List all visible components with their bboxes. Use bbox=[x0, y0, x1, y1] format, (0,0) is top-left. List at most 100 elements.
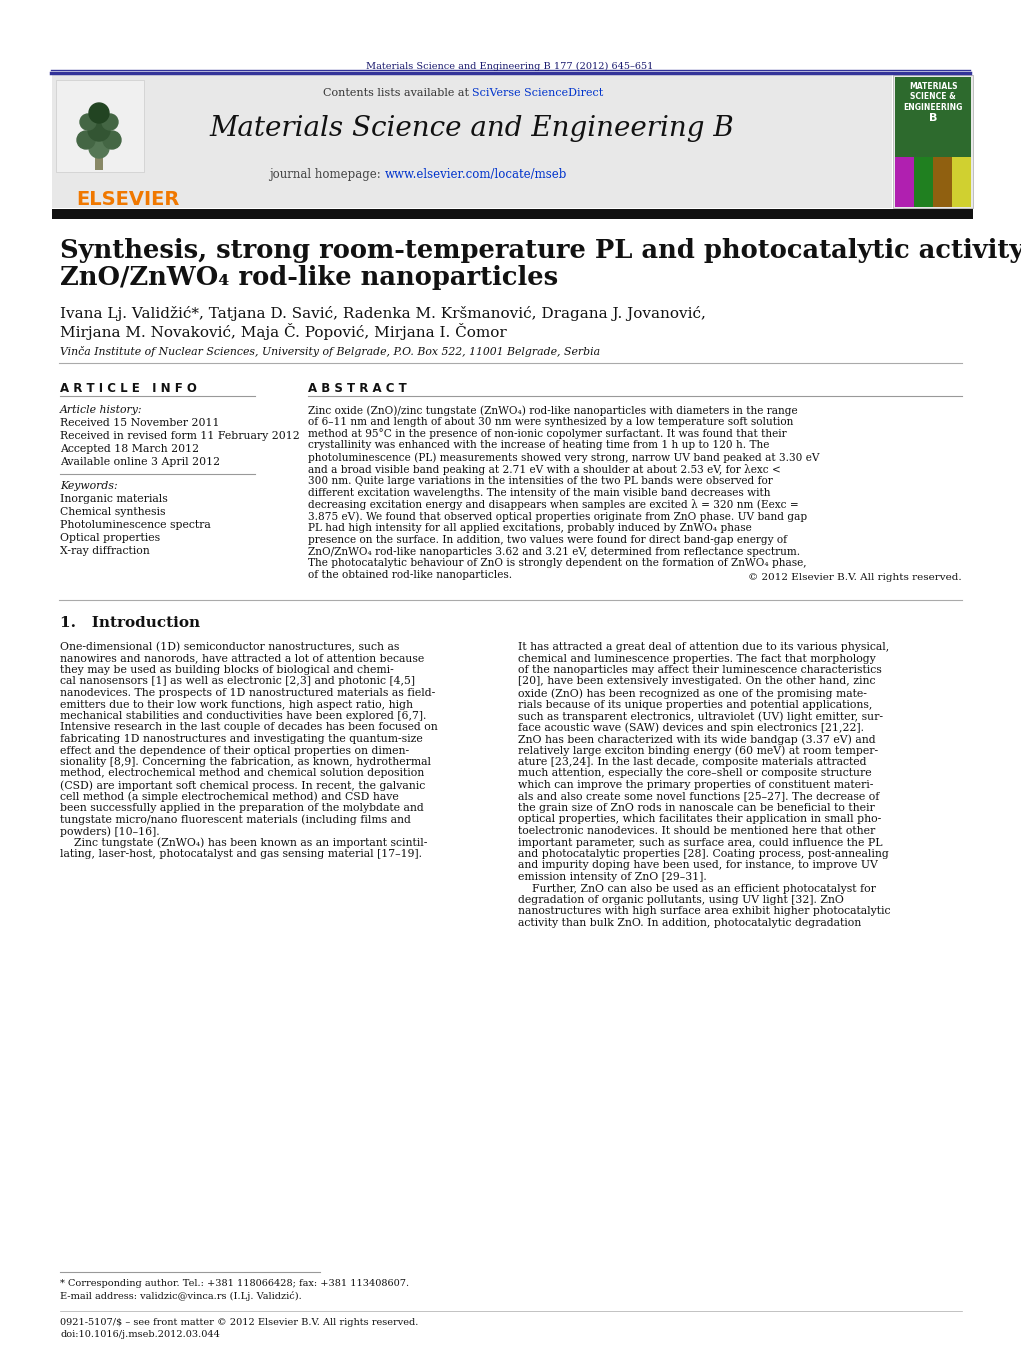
Text: presence on the surface. In addition, two values were found for direct band-gap : presence on the surface. In addition, tw… bbox=[308, 535, 787, 544]
Text: cell method (a simple electrochemical method) and CSD have: cell method (a simple electrochemical me… bbox=[60, 792, 399, 802]
Text: powders) [10–16].: powders) [10–16]. bbox=[60, 825, 159, 836]
Circle shape bbox=[89, 103, 109, 123]
Bar bbox=[895, 157, 914, 207]
Text: Contents lists available at: Contents lists available at bbox=[323, 88, 472, 99]
Circle shape bbox=[89, 138, 109, 158]
Text: which can improve the primary properties of constituent materi-: which can improve the primary properties… bbox=[518, 780, 873, 790]
Text: Article history:: Article history: bbox=[60, 405, 143, 415]
Text: Ivana Lj. Validžić*, Tatjana D. Savić, Radenka M. Kršmanović, Dragana J. Jovanov: Ivana Lj. Validžić*, Tatjana D. Savić, R… bbox=[60, 305, 706, 322]
Text: One-dimensional (1D) semiconductor nanostructures, such as: One-dimensional (1D) semiconductor nanos… bbox=[60, 642, 399, 653]
Text: toelectronic nanodevices. It should be mentioned here that other: toelectronic nanodevices. It should be m… bbox=[518, 825, 875, 836]
Circle shape bbox=[77, 131, 95, 149]
Text: Intensive research in the last couple of decades has been focused on: Intensive research in the last couple of… bbox=[60, 723, 438, 732]
Text: Inorganic materials: Inorganic materials bbox=[60, 494, 167, 504]
Text: been successfully applied in the preparation of the molybdate and: been successfully applied in the prepara… bbox=[60, 802, 424, 813]
Text: sionality [8,9]. Concerning the fabrication, as known, hydrothermal: sionality [8,9]. Concerning the fabricat… bbox=[60, 757, 431, 767]
Text: tungstate micro/nano fluorescent materials (including films and: tungstate micro/nano fluorescent materia… bbox=[60, 815, 410, 825]
Text: method, electrochemical method and chemical solution deposition: method, electrochemical method and chemi… bbox=[60, 769, 425, 778]
Text: B: B bbox=[929, 113, 937, 123]
Text: Further, ZnO can also be used as an efficient photocatalyst for: Further, ZnO can also be used as an effi… bbox=[518, 884, 876, 893]
Text: Mirjana M. Novaković, Maja Č. Popović, Mirjana I. Čomor: Mirjana M. Novaković, Maja Č. Popović, M… bbox=[60, 323, 506, 340]
Text: [20], have been extensively investigated. On the other hand, zinc: [20], have been extensively investigated… bbox=[518, 677, 875, 686]
Text: PL had high intensity for all applied excitations, probably induced by ZnWO₄ pha: PL had high intensity for all applied ex… bbox=[308, 523, 751, 534]
Text: much attention, especially the core–shell or composite structure: much attention, especially the core–shel… bbox=[518, 769, 872, 778]
Text: als and also create some novel functions [25–27]. The decrease of: als and also create some novel functions… bbox=[518, 792, 879, 801]
Text: nanodevices. The prospects of 1D nanostructured materials as field-: nanodevices. The prospects of 1D nanostr… bbox=[60, 688, 435, 698]
Circle shape bbox=[80, 113, 96, 130]
Text: It has attracted a great deal of attention due to its various physical,: It has attracted a great deal of attenti… bbox=[518, 642, 889, 653]
Circle shape bbox=[103, 131, 121, 149]
Text: Keywords:: Keywords: bbox=[60, 481, 117, 490]
Text: degradation of organic pollutants, using UV light [32]. ZnO: degradation of organic pollutants, using… bbox=[518, 894, 844, 905]
Text: www.elsevier.com/locate/mseb: www.elsevier.com/locate/mseb bbox=[385, 168, 568, 181]
Text: emission intensity of ZnO [29–31].: emission intensity of ZnO [29–31]. bbox=[518, 871, 707, 882]
Text: A R T I C L E   I N F O: A R T I C L E I N F O bbox=[60, 382, 197, 394]
Text: ZnO/ZnWO₄ rod-like nanoparticles: ZnO/ZnWO₄ rod-like nanoparticles bbox=[60, 265, 558, 290]
Text: Available online 3 April 2012: Available online 3 April 2012 bbox=[60, 457, 221, 467]
Text: of 6–11 nm and length of about 30 nm were synthesized by a low temperature soft : of 6–11 nm and length of about 30 nm wer… bbox=[308, 417, 793, 427]
Text: fabricating 1D nanostructures and investigating the quantum-size: fabricating 1D nanostructures and invest… bbox=[60, 734, 423, 744]
Text: ELSEVIER: ELSEVIER bbox=[77, 190, 180, 209]
Text: doi:10.1016/j.mseb.2012.03.044: doi:10.1016/j.mseb.2012.03.044 bbox=[60, 1329, 220, 1339]
Text: Received in revised form 11 February 2012: Received in revised form 11 February 201… bbox=[60, 431, 300, 440]
Text: Vinča Institute of Nuclear Sciences, University of Belgrade, P.O. Box 522, 11001: Vinča Institute of Nuclear Sciences, Uni… bbox=[60, 346, 600, 357]
Text: important parameter, such as surface area, could influence the PL: important parameter, such as surface are… bbox=[518, 838, 882, 847]
Bar bbox=[895, 77, 971, 159]
Text: ZnO/ZnWO₄ rod-like nanoparticles 3.62 and 3.21 eV, determined from reflectance s: ZnO/ZnWO₄ rod-like nanoparticles 3.62 an… bbox=[308, 547, 800, 557]
Text: effect and the dependence of their optical properties on dimen-: effect and the dependence of their optic… bbox=[60, 746, 409, 755]
Text: ature [23,24]. In the last decade, composite materials attracted: ature [23,24]. In the last decade, compo… bbox=[518, 757, 867, 767]
Text: E-mail address: validzic@vinca.rs (I.Lj. Validzić).: E-mail address: validzic@vinca.rs (I.Lj.… bbox=[60, 1292, 302, 1301]
Text: cal nanosensors [1] as well as electronic [2,3] and photonic [4,5]: cal nanosensors [1] as well as electroni… bbox=[60, 677, 415, 686]
Bar bbox=[52, 76, 892, 208]
Text: and a broad visible band peaking at 2.71 eV with a shoulder at about 2.53 eV, fo: and a broad visible band peaking at 2.71… bbox=[308, 463, 781, 476]
Text: Chemical synthesis: Chemical synthesis bbox=[60, 507, 165, 517]
Text: Photoluminescence spectra: Photoluminescence spectra bbox=[60, 520, 210, 530]
Text: and photocatalytic properties [28]. Coating process, post-annealing: and photocatalytic properties [28]. Coat… bbox=[518, 848, 888, 859]
Text: crystallinity was enhanced with the increase of heating time from 1 h up to 120 : crystallinity was enhanced with the incr… bbox=[308, 440, 770, 450]
Text: Materials Science and Engineering B 177 (2012) 645–651: Materials Science and Engineering B 177 … bbox=[367, 62, 653, 72]
Text: optical properties, which facilitates their application in small pho-: optical properties, which facilitates th… bbox=[518, 815, 881, 824]
Text: rials because of its unique properties and potential applications,: rials because of its unique properties a… bbox=[518, 700, 872, 709]
Text: ZnO has been characterized with its wide bandgap (3.37 eV) and: ZnO has been characterized with its wide… bbox=[518, 734, 876, 744]
Text: * Corresponding author. Tel.: +381 118066428; fax: +381 113408607.: * Corresponding author. Tel.: +381 11806… bbox=[60, 1279, 409, 1288]
Text: emitters due to their low work functions, high aspect ratio, high: emitters due to their low work functions… bbox=[60, 700, 414, 709]
Text: 300 nm. Quite large variations in the intensities of the two PL bands were obser: 300 nm. Quite large variations in the in… bbox=[308, 476, 773, 486]
Circle shape bbox=[88, 119, 110, 141]
Bar bbox=[52, 209, 973, 219]
Text: 0921-5107/$ – see front matter © 2012 Elsevier B.V. All rights reserved.: 0921-5107/$ – see front matter © 2012 El… bbox=[60, 1319, 419, 1327]
Text: nanowires and nanorods, have attracted a lot of attention because: nanowires and nanorods, have attracted a… bbox=[60, 654, 425, 663]
Text: method at 95°C in the presence of non-ionic copolymer surfactant. It was found t: method at 95°C in the presence of non-io… bbox=[308, 428, 786, 439]
Text: chemical and luminescence properties. The fact that morphology: chemical and luminescence properties. Th… bbox=[518, 654, 876, 663]
Text: oxide (ZnO) has been recognized as one of the promising mate-: oxide (ZnO) has been recognized as one o… bbox=[518, 688, 867, 698]
Text: of the nanoparticles may affect their luminescence characteristics: of the nanoparticles may affect their lu… bbox=[518, 665, 882, 676]
Bar bbox=[95, 158, 103, 170]
Bar bbox=[914, 157, 933, 207]
Text: nanostructures with high surface area exhibit higher photocatalytic: nanostructures with high surface area ex… bbox=[518, 907, 890, 916]
Text: 1.   Introduction: 1. Introduction bbox=[60, 616, 200, 630]
Text: Materials Science and Engineering B: Materials Science and Engineering B bbox=[209, 115, 734, 142]
Text: A B S T R A C T: A B S T R A C T bbox=[308, 382, 406, 394]
Text: Accepted 18 March 2012: Accepted 18 March 2012 bbox=[60, 444, 199, 454]
Text: SciVerse ScienceDirect: SciVerse ScienceDirect bbox=[472, 88, 603, 99]
Bar bbox=[893, 76, 973, 208]
Text: such as transparent electronics, ultraviolet (UV) light emitter, sur-: such as transparent electronics, ultravi… bbox=[518, 711, 883, 721]
Text: the grain size of ZnO rods in nanoscale can be beneficial to their: the grain size of ZnO rods in nanoscale … bbox=[518, 802, 875, 813]
Text: Optical properties: Optical properties bbox=[60, 534, 160, 543]
Text: lating, laser-host, photocatalyst and gas sensing material [17–19].: lating, laser-host, photocatalyst and ga… bbox=[60, 848, 422, 859]
Text: 3.875 eV). We found that observed optical properties originate from ZnO phase. U: 3.875 eV). We found that observed optica… bbox=[308, 511, 808, 521]
Text: and impurity doping have been used, for instance, to improve UV: and impurity doping have been used, for … bbox=[518, 861, 878, 870]
Text: activity than bulk ZnO. In addition, photocatalytic degradation: activity than bulk ZnO. In addition, pho… bbox=[518, 917, 862, 928]
Text: photoluminescence (PL) measurements showed very strong, narrow UV band peaked at: photoluminescence (PL) measurements show… bbox=[308, 453, 820, 463]
Text: Zinc oxide (ZnO)/zinc tungstate (ZnWO₄) rod-like nanoparticles with diameters in: Zinc oxide (ZnO)/zinc tungstate (ZnWO₄) … bbox=[308, 405, 797, 416]
Text: Received 15 November 2011: Received 15 November 2011 bbox=[60, 417, 220, 428]
Text: X-ray diffraction: X-ray diffraction bbox=[60, 546, 150, 557]
Text: different excitation wavelengths. The intensity of the main visible band decreas: different excitation wavelengths. The in… bbox=[308, 488, 771, 497]
Text: decreasing excitation energy and disappears when samples are excited λ = 320 nm : decreasing excitation energy and disappe… bbox=[308, 500, 798, 511]
Text: relatively large exciton binding energy (60 meV) at room temper-: relatively large exciton binding energy … bbox=[518, 746, 878, 757]
Text: © 2012 Elsevier B.V. All rights reserved.: © 2012 Elsevier B.V. All rights reserved… bbox=[748, 573, 962, 582]
Bar bbox=[952, 157, 971, 207]
Text: of the obtained rod-like nanoparticles.: of the obtained rod-like nanoparticles. bbox=[308, 570, 513, 580]
Text: Zinc tungstate (ZnWO₄) has been known as an important scintil-: Zinc tungstate (ZnWO₄) has been known as… bbox=[60, 838, 428, 848]
Text: face acoustic wave (SAW) devices and spin electronics [21,22].: face acoustic wave (SAW) devices and spi… bbox=[518, 723, 864, 734]
Text: mechanical stabilities and conductivities have been explored [6,7].: mechanical stabilities and conductivitie… bbox=[60, 711, 427, 721]
